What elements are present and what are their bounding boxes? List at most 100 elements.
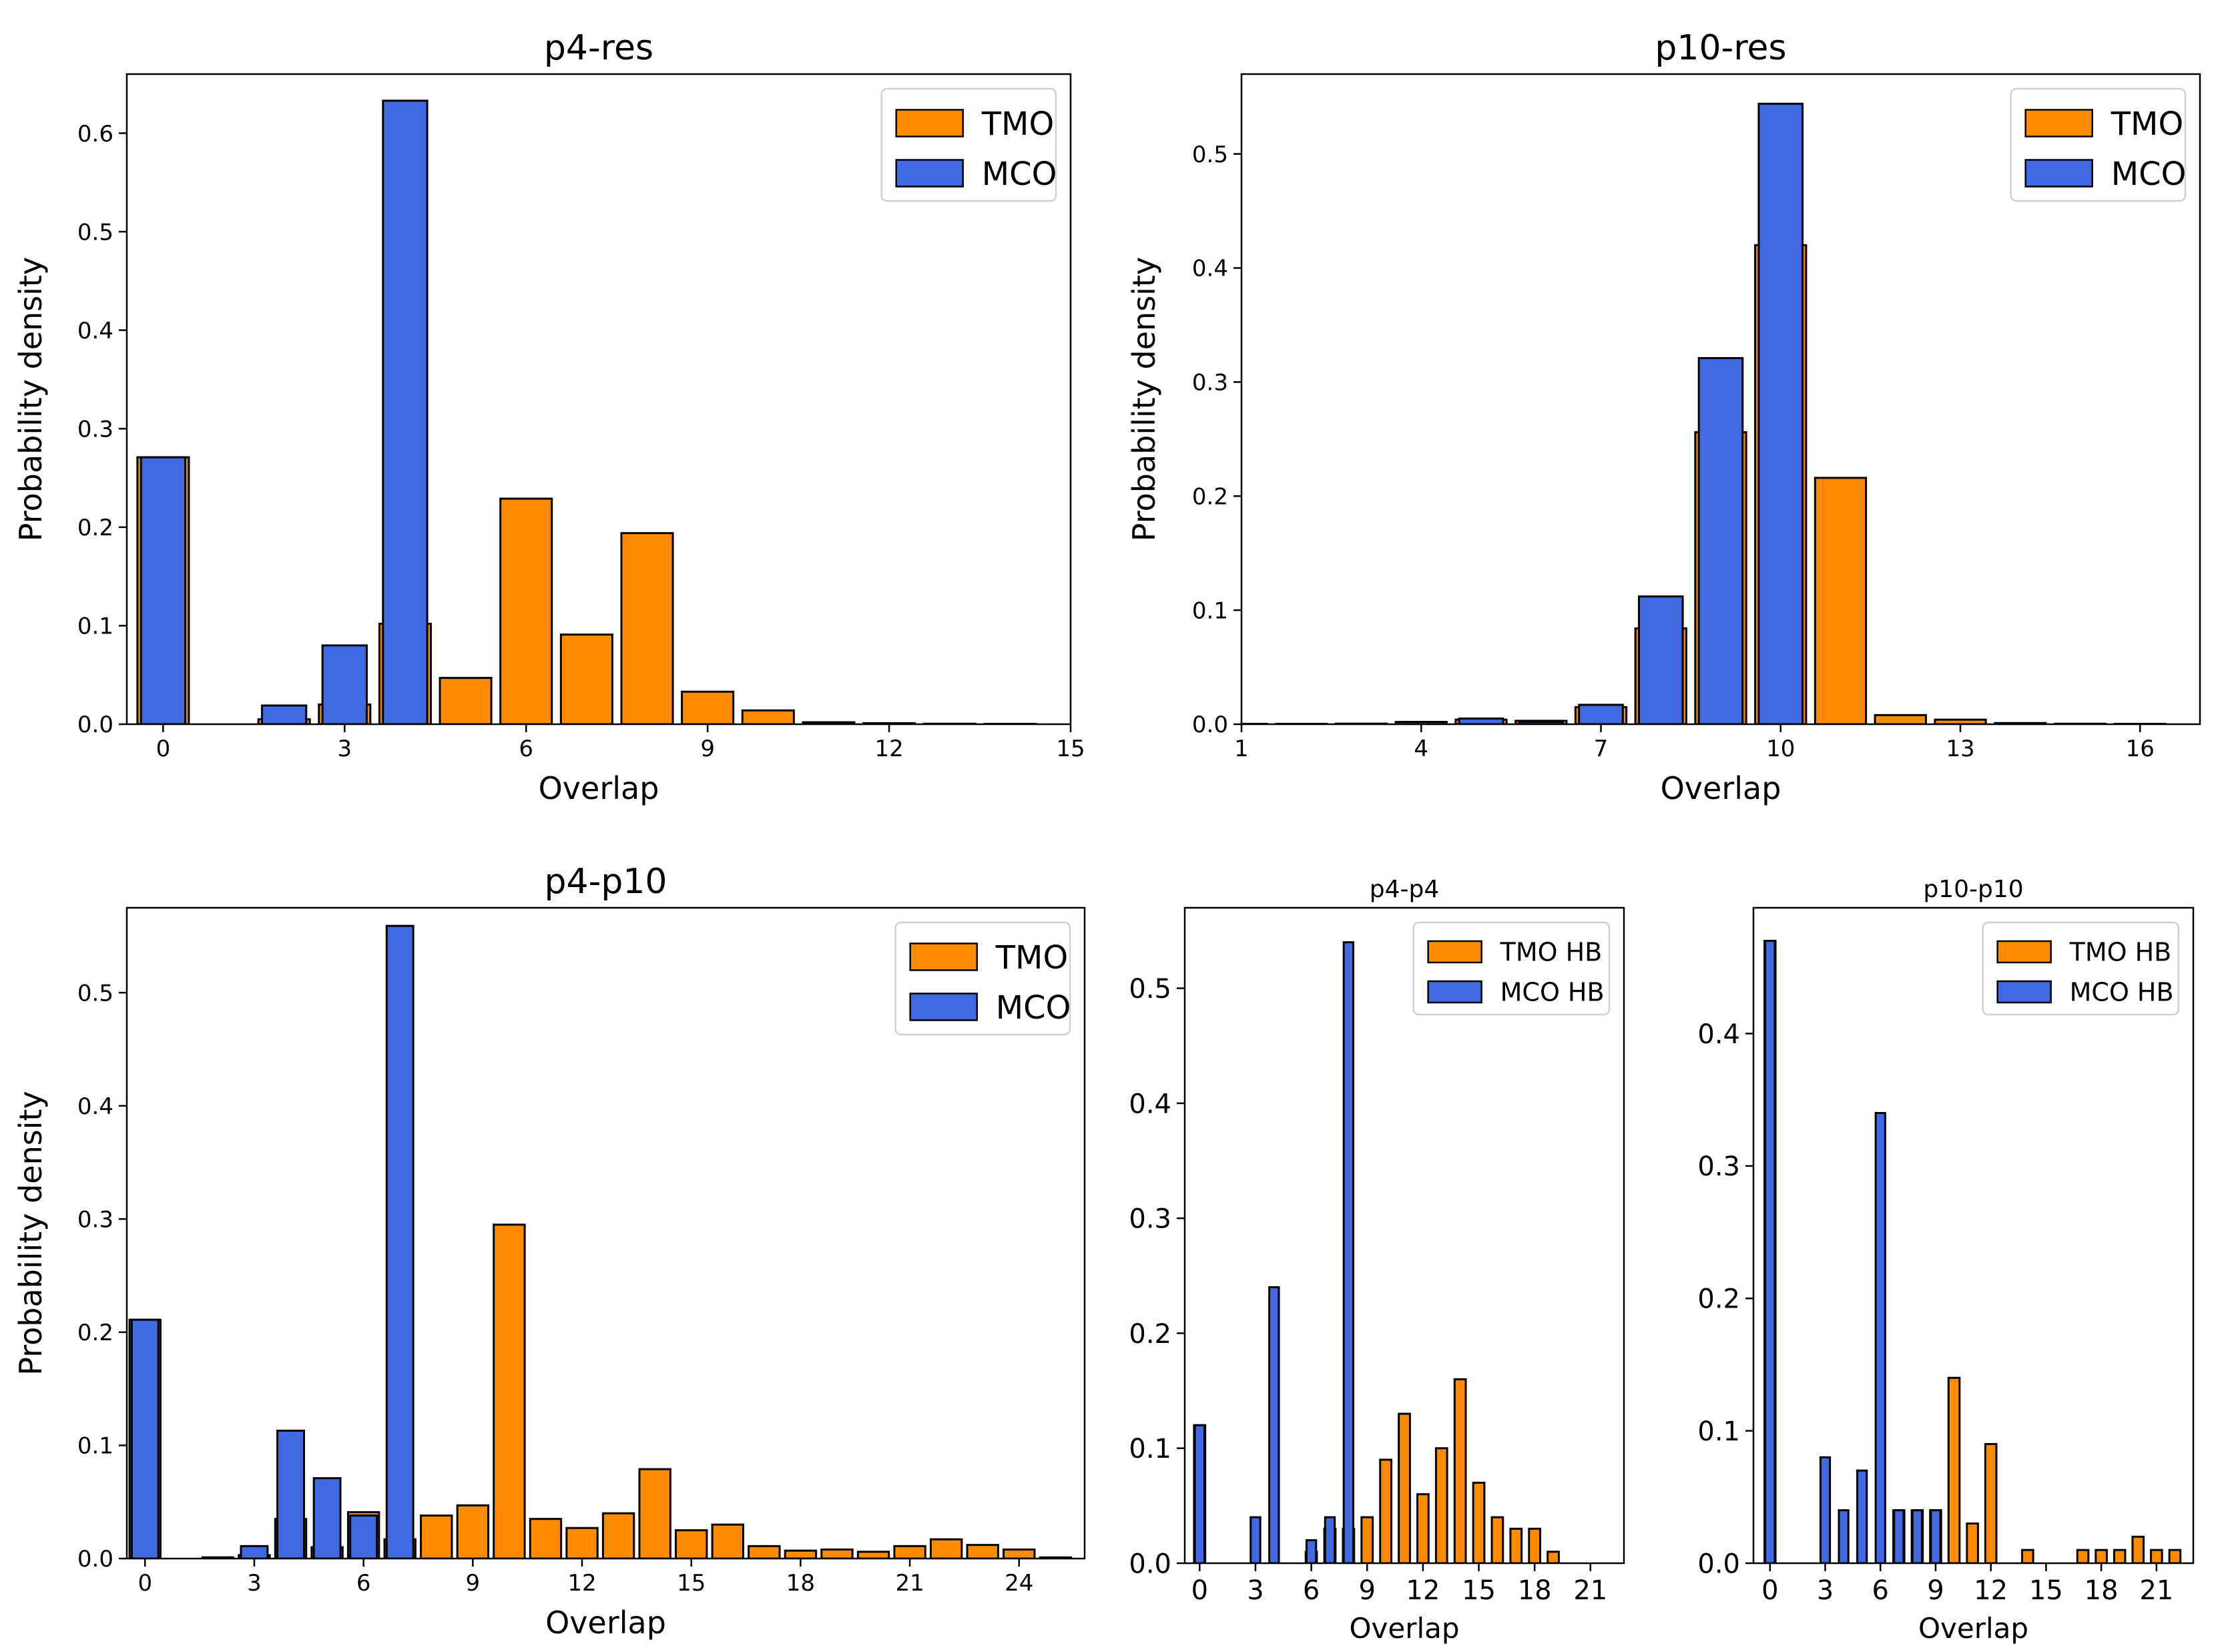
bar-tmo-17 (2076, 1549, 2090, 1563)
bar-tmo-16 (711, 1523, 744, 1559)
y-tick-label: 0.1 (1192, 597, 1228, 624)
y-tick-label: 0.1 (1697, 1416, 1740, 1447)
x-tick-label: 4 (1414, 736, 1428, 762)
bars (128, 924, 1073, 1559)
x-axis-label: Overlap (1349, 1612, 1459, 1645)
y-tick-label: 0.1 (77, 1433, 113, 1460)
legend-swatch-mco (909, 993, 978, 1021)
axes-frame (125, 73, 1072, 726)
bar-tmo-11 (1398, 1412, 1411, 1563)
x-tick-label: 24 (1005, 1570, 1033, 1597)
bar-mco-0 (130, 1318, 160, 1559)
bar-tmo-22 (929, 1538, 963, 1559)
legend-swatch-tmo (895, 109, 964, 137)
y-tick-label: 0.4 (1697, 1019, 1740, 1050)
x-tick-label: 18 (786, 1570, 815, 1597)
bar-tmo-8 (420, 1515, 453, 1559)
bar-tmo-10 (1947, 1376, 1961, 1563)
legend-label: MCO (982, 156, 1057, 193)
y-tick-label: 0.4 (77, 1093, 113, 1120)
legend-label: TMO HB (1500, 938, 1603, 967)
y-tick-label: 0.5 (1129, 974, 1171, 1005)
bar-tmo-14 (638, 1468, 671, 1559)
y-tick-label: 0.1 (1129, 1434, 1171, 1464)
bar-mco-4 (276, 1429, 305, 1559)
bar-mco-0 (1764, 940, 1776, 1563)
x-tick-label: 15 (2029, 1575, 2063, 1606)
legend-label: MCO (996, 989, 1071, 1027)
bar-tmo-12 (1416, 1493, 1430, 1563)
bar-tmo-12 (1984, 1442, 1998, 1563)
legend-swatch-mco (1996, 980, 2052, 1004)
bar-tmo-9 (681, 690, 735, 724)
y-tick-label: 0.2 (77, 1320, 113, 1346)
bar-mco-7 (1578, 704, 1624, 724)
bar-mco-5 (312, 1477, 342, 1559)
legend-swatch-tmo (1427, 940, 1482, 964)
x-tick-label: 0 (156, 736, 171, 762)
legend-label: MCO (2111, 156, 2187, 193)
bar-tmo-11 (1966, 1522, 1979, 1563)
x-tick-label: 12 (567, 1570, 596, 1597)
legend-label: MCO HB (1500, 978, 1605, 1007)
y-tick-label: 0.2 (1129, 1319, 1171, 1350)
bars (1193, 941, 1560, 1563)
x-tick-label: 0 (1191, 1575, 1208, 1606)
bar-tmo-17 (1509, 1527, 1523, 1563)
x-tick-label: 12 (1974, 1575, 2008, 1606)
x-tick-label: 6 (519, 736, 533, 762)
x-tick-label: 1 (1234, 736, 1249, 762)
y-tick-label: 0.4 (1192, 256, 1228, 282)
bar-tmo-8 (620, 532, 674, 724)
bar-tmo-19 (2113, 1549, 2127, 1563)
y-tick-label: 0.3 (1192, 370, 1228, 396)
bar-tmo-18 (2095, 1549, 2108, 1563)
y-tick-label: 0.5 (1192, 142, 1228, 168)
legend: TMO MCO (894, 921, 1071, 1036)
x-tick-label: 9 (700, 736, 715, 762)
bar-tmo-20 (2131, 1535, 2145, 1563)
x-tick-label: 18 (2084, 1575, 2119, 1606)
bar-mco-8 (1342, 941, 1355, 1563)
x-tick-label: 9 (1359, 1575, 1376, 1606)
x-axis-label: Overlap (1661, 770, 1781, 806)
bars (1763, 940, 2182, 1563)
x-tick-label: 12 (1406, 1575, 1440, 1606)
y-tick-label: 0.0 (1697, 1549, 1740, 1579)
y-tick-label: 0.6 (77, 121, 113, 148)
bar-mco-9 (1930, 1509, 1942, 1563)
bar-tmo-21 (893, 1545, 926, 1559)
x-axis-label: Overlap (539, 770, 659, 806)
legend-label: TMO (995, 939, 1069, 977)
bar-tmo-9 (1360, 1516, 1374, 1563)
bar-mco-5 (1856, 1469, 1868, 1563)
legend-swatch-mco (1427, 980, 1482, 1004)
bars (136, 99, 1037, 724)
bar-mco-7 (1324, 1516, 1336, 1563)
bar-tmo-21 (2150, 1549, 2163, 1563)
chart-panel-p4-p10: 0 3 6 9 12 15 18 21 24 0.0 0.1 0.2 0.3 0.4 0.5 p4-p10 Ov… (13, 862, 1086, 1641)
bar-tmo-6 (499, 497, 553, 724)
bar-tmo-7 (559, 633, 613, 724)
bar-tmo-14 (2021, 1549, 2034, 1563)
x-tick-label: 21 (1573, 1575, 1607, 1606)
chart-title: p10-p10 (1923, 876, 2023, 903)
bar-tmo-10 (741, 709, 795, 724)
y-tick-label: 0.5 (77, 219, 113, 246)
bar-mco-3 (1819, 1456, 1832, 1563)
x-tick-label: 15 (677, 1570, 706, 1597)
bar-tmo-16 (1490, 1516, 1504, 1563)
y-tick-label: 0.5 (77, 980, 113, 1007)
bar-tmo-24 (1003, 1548, 1036, 1559)
bar-tmo-13 (601, 1512, 635, 1559)
x-tick-label: 0 (137, 1570, 152, 1597)
x-tick-label: 15 (1056, 736, 1085, 762)
bar-mco-8 (1637, 595, 1684, 724)
legend: TMO MCO (880, 87, 1057, 202)
legend: TMO HB MCO HB (1982, 921, 2180, 1016)
x-tick-label: 3 (1817, 1575, 1834, 1606)
x-tick-label: 6 (356, 1570, 371, 1597)
chart-panel-p10-p10: 0 3 6 9 12 15 18 21 0.0 0.1 0.2 0.3 0.4 p10-p10 Overla… (1697, 876, 2195, 1645)
chart-panel-p10-res: 1 4 7 10 13 16 0.0 0.1 0.2 0.3 0.4 0.5 p10-res Overla… (1126, 28, 2201, 806)
y-tick-label: 0.4 (1129, 1089, 1171, 1119)
